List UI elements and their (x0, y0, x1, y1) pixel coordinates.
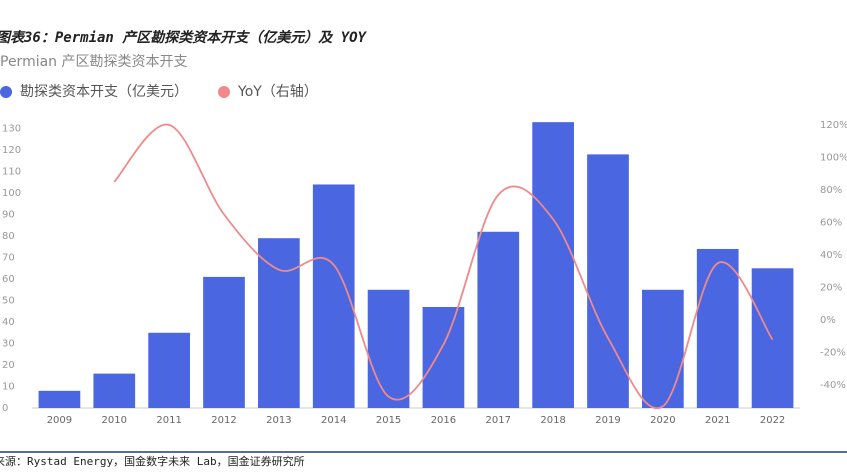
x-tick-label: 2009 (47, 415, 72, 426)
chart-subtitle: Permian 产区勘探类资本开支 (0, 54, 188, 70)
x-tick-label: 2020 (650, 415, 675, 426)
y2-tick-label: 40% (820, 250, 842, 261)
bar (422, 306, 465, 408)
bar (93, 373, 136, 408)
y-tick-label: 90 (2, 210, 15, 221)
y-tick-label: 0 (2, 403, 8, 414)
x-tick-label: 2019 (595, 415, 620, 426)
bar (477, 231, 520, 408)
x-tick-label: 2012 (211, 415, 236, 426)
chart-title: 图表36：Permian 产区勘探类资本开支（亿美元）及 YOY (0, 29, 368, 46)
x-tick-label: 2010 (102, 415, 127, 426)
x-tick-label: 2017 (486, 415, 511, 426)
y-tick-label: 10 (2, 382, 15, 393)
y-tick-label: 110 (2, 167, 21, 178)
x-tick-label: 2021 (705, 415, 730, 426)
y-tick-label: 70 (2, 253, 15, 264)
y2-tick-label: 60% (820, 218, 842, 229)
y2-tick-label: 0% (820, 315, 836, 326)
y-tick-label: 120 (2, 145, 21, 156)
legend-swatch (218, 86, 230, 98)
bar (642, 289, 684, 408)
bar (532, 122, 574, 408)
y-tick-label: 60 (2, 274, 15, 285)
y-tick-label: 30 (2, 339, 15, 350)
x-tick-label: 2016 (431, 415, 456, 426)
y-tick-label: 80 (2, 231, 15, 242)
x-tick-label: 2015 (376, 415, 401, 426)
y2-tick-label: 20% (820, 283, 842, 294)
y2-tick-label: 80% (820, 185, 842, 196)
legend-label: YoY（右轴） (237, 84, 318, 100)
legend-label: 勘探类资本开支（亿美元） (20, 84, 188, 100)
x-tick-label: 2018 (540, 415, 565, 426)
y-tick-label: 130 (2, 124, 21, 135)
x-tick-label: 2011 (156, 415, 181, 426)
bar (258, 238, 300, 408)
y2-tick-label: 100% (820, 152, 847, 163)
y-tick-label: 100 (2, 188, 21, 199)
y2-tick-label: -40% (820, 380, 846, 391)
x-tick-label: 2014 (321, 415, 346, 426)
legend-swatch (0, 86, 12, 98)
y-tick-label: 50 (2, 296, 15, 307)
y2-tick-label: -20% (820, 348, 846, 359)
line (113, 123, 774, 410)
y-tick-label: 20 (2, 360, 15, 371)
bar (587, 154, 629, 408)
bar (312, 184, 355, 408)
y2-tick-label: 120% (820, 120, 847, 131)
bar (148, 332, 190, 408)
bar (203, 276, 245, 408)
bar (367, 289, 410, 408)
bar (696, 248, 739, 408)
x-tick-label: 2022 (760, 415, 785, 426)
x-tick-label: 2013 (266, 415, 291, 426)
bar (38, 390, 81, 408)
y-tick-label: 40 (2, 317, 15, 328)
source: 来源：Rystad Energy，国金数字未来 Lab，国金证券研究所 (0, 454, 305, 468)
